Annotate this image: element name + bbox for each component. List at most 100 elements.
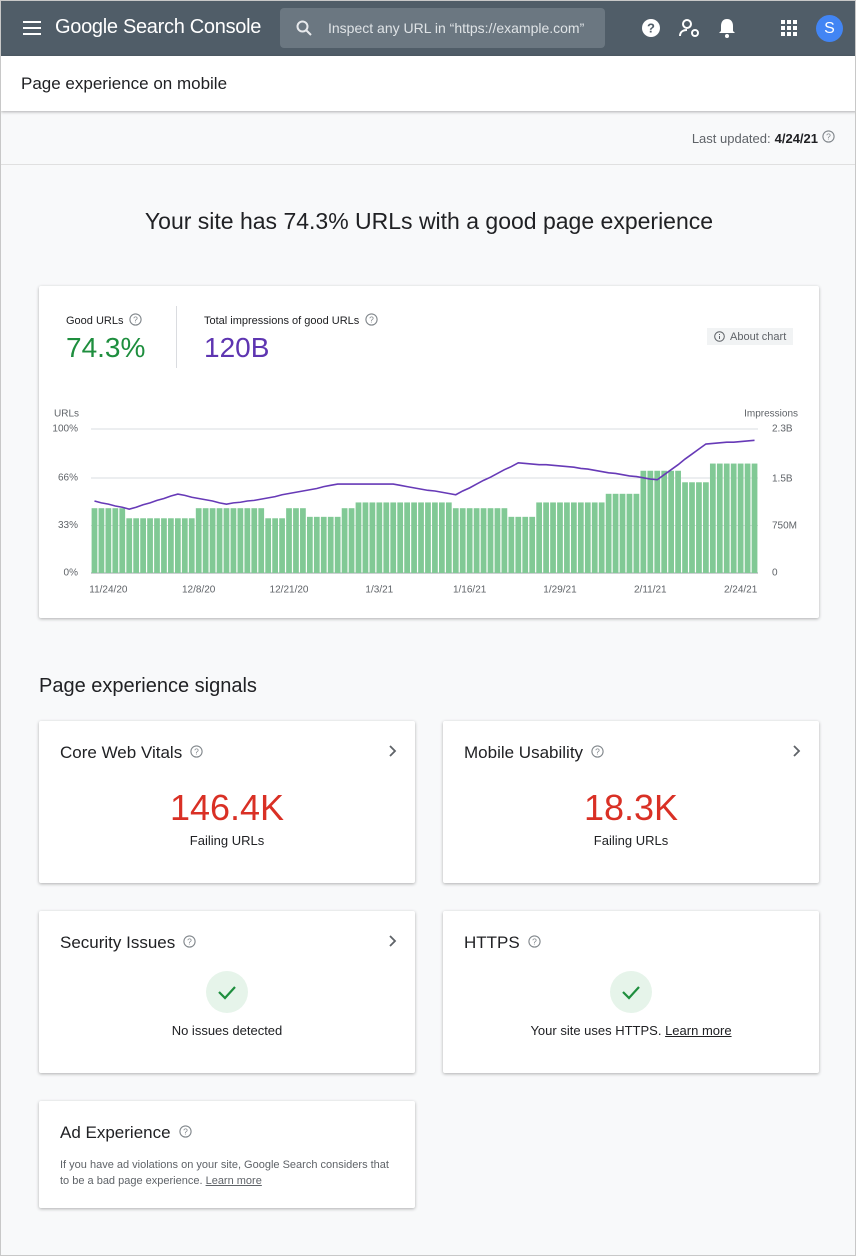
about-chart[interactable]: About chart: [707, 328, 794, 345]
bar: [619, 493, 626, 573]
bar: [404, 502, 411, 573]
x-tick-label: 12/21/20: [270, 585, 309, 596]
learn-more-link[interactable]: Learn more: [665, 1023, 732, 1038]
chevron: [793, 745, 801, 757]
x-tick-label: 12/8/20: [182, 585, 216, 596]
kpi-label: Total impressions of good URLs?: [204, 313, 378, 329]
bar: [174, 518, 181, 573]
card-caption: Failing URLs: [189, 833, 265, 848]
help-glyph: ?: [822, 130, 835, 143]
help-glyph: ?: [365, 313, 378, 326]
y2-axis-title: Impressions: [744, 409, 798, 420]
check-badge: [206, 971, 248, 1013]
help-icon[interactable]: ?: [178, 1123, 192, 1143]
signal-card[interactable]: Core Web Vitals? 146.4K Failing URLs: [39, 721, 415, 883]
bar: [320, 516, 327, 573]
search-box[interactable]: Inspect any URL in “https://example.com”: [280, 8, 605, 48]
bar: [293, 508, 299, 573]
signal-card[interactable]: Mobile Usability? 18.3K Failing URLs: [443, 721, 819, 883]
y-tick-label: 33%: [58, 520, 78, 531]
bar: [480, 508, 487, 573]
chart-card: Good URLs? 74.3% Total impressions of go…: [39, 286, 819, 618]
caption-text: Your site uses HTTPS.: [530, 1023, 662, 1038]
notifications-icon[interactable]: [718, 18, 736, 38]
settings-icon[interactable]: [679, 18, 701, 38]
kpi-label: Good URLs?: [66, 313, 143, 329]
y2-tick-label: 1.5B: [772, 474, 793, 485]
signal-card: HTTPS? Your site uses HTTPS. Learn more: [443, 911, 819, 1073]
bar: [154, 518, 160, 573]
bar: [216, 508, 223, 573]
y2-tick-label: 0: [772, 568, 778, 579]
bar: [140, 518, 146, 573]
kpi-label-text: Total impressions of good URLs: [204, 315, 360, 327]
bar: [612, 493, 619, 573]
learn-more-link[interactable]: Learn more: [205, 1175, 262, 1187]
bar: [272, 518, 278, 573]
help-icon[interactable]: ?: [365, 313, 378, 329]
bar: [640, 470, 647, 573]
svg-text:?: ?: [187, 936, 192, 946]
bar: [327, 516, 334, 573]
headline: Your site has 74.3% URLs with a good pag…: [144, 208, 714, 234]
svg-text:?: ?: [595, 746, 600, 756]
bar: [598, 502, 605, 573]
bar: [251, 508, 258, 573]
card-title: Mobile Usability?: [464, 743, 604, 763]
bar: [647, 470, 654, 573]
card-caption: Your site uses HTTPS. Learn more: [443, 1023, 819, 1038]
search-placeholder: Inspect any URL in “https://example.com”: [328, 20, 585, 36]
bar: [313, 516, 320, 573]
bar: [689, 482, 695, 573]
bar: [557, 502, 563, 573]
bar: [668, 470, 675, 573]
avatar[interactable]: S: [816, 15, 843, 42]
bar: [723, 463, 730, 573]
x-tick-label: 2/24/21: [724, 585, 758, 596]
bar: [195, 508, 202, 573]
product-name[interactable]: Google Search Console: [55, 16, 262, 38]
menu-icon[interactable]: [23, 20, 41, 36]
card-caption: If you have ad violations on your site, …: [60, 1157, 390, 1189]
bar: [703, 482, 709, 573]
x-tick-label: 1/29/21: [543, 585, 577, 596]
bar: [161, 518, 167, 573]
y2-tick-label: 2.3B: [772, 424, 793, 435]
bar: [487, 508, 494, 573]
last-updated-date: 4/24/21: [774, 130, 818, 146]
bar: [751, 463, 758, 573]
bar: [550, 502, 556, 573]
bar: [300, 508, 306, 573]
card-title-text: Core Web Vitals: [60, 743, 183, 762]
bar: [334, 516, 341, 573]
card-title: HTTPS?: [464, 933, 541, 953]
bar: [202, 508, 209, 573]
help-glyph: ?: [190, 745, 203, 758]
help-glyph: ?: [591, 745, 604, 758]
svg-text:?: ?: [826, 131, 831, 141]
bar: [737, 463, 744, 573]
help-icon[interactable]: ?: [822, 130, 835, 146]
x-tick-label: 1/3/21: [365, 585, 393, 596]
bar: [682, 482, 688, 573]
bar: [188, 518, 195, 573]
help-icon[interactable]: ?: [129, 313, 143, 329]
bar: [605, 493, 612, 573]
bar: [543, 502, 549, 573]
bar: [466, 508, 473, 573]
help-icon[interactable]: ?: [591, 743, 604, 763]
help-icon[interactable]: ?: [641, 18, 661, 38]
bar: [230, 508, 237, 573]
bar: [181, 518, 188, 573]
bar: [654, 470, 661, 573]
bar: [459, 508, 466, 573]
help-icon[interactable]: ?: [528, 933, 541, 953]
help-icon[interactable]: ?: [190, 743, 203, 763]
signal-card[interactable]: Security Issues? No issues detected: [39, 911, 415, 1073]
apps-icon[interactable]: [781, 20, 797, 36]
help-icon[interactable]: ?: [183, 933, 196, 953]
divider: [1, 164, 855, 165]
bar: [494, 508, 501, 573]
bar: [633, 493, 640, 573]
title-bar: Page experience on mobile: [1, 56, 855, 111]
